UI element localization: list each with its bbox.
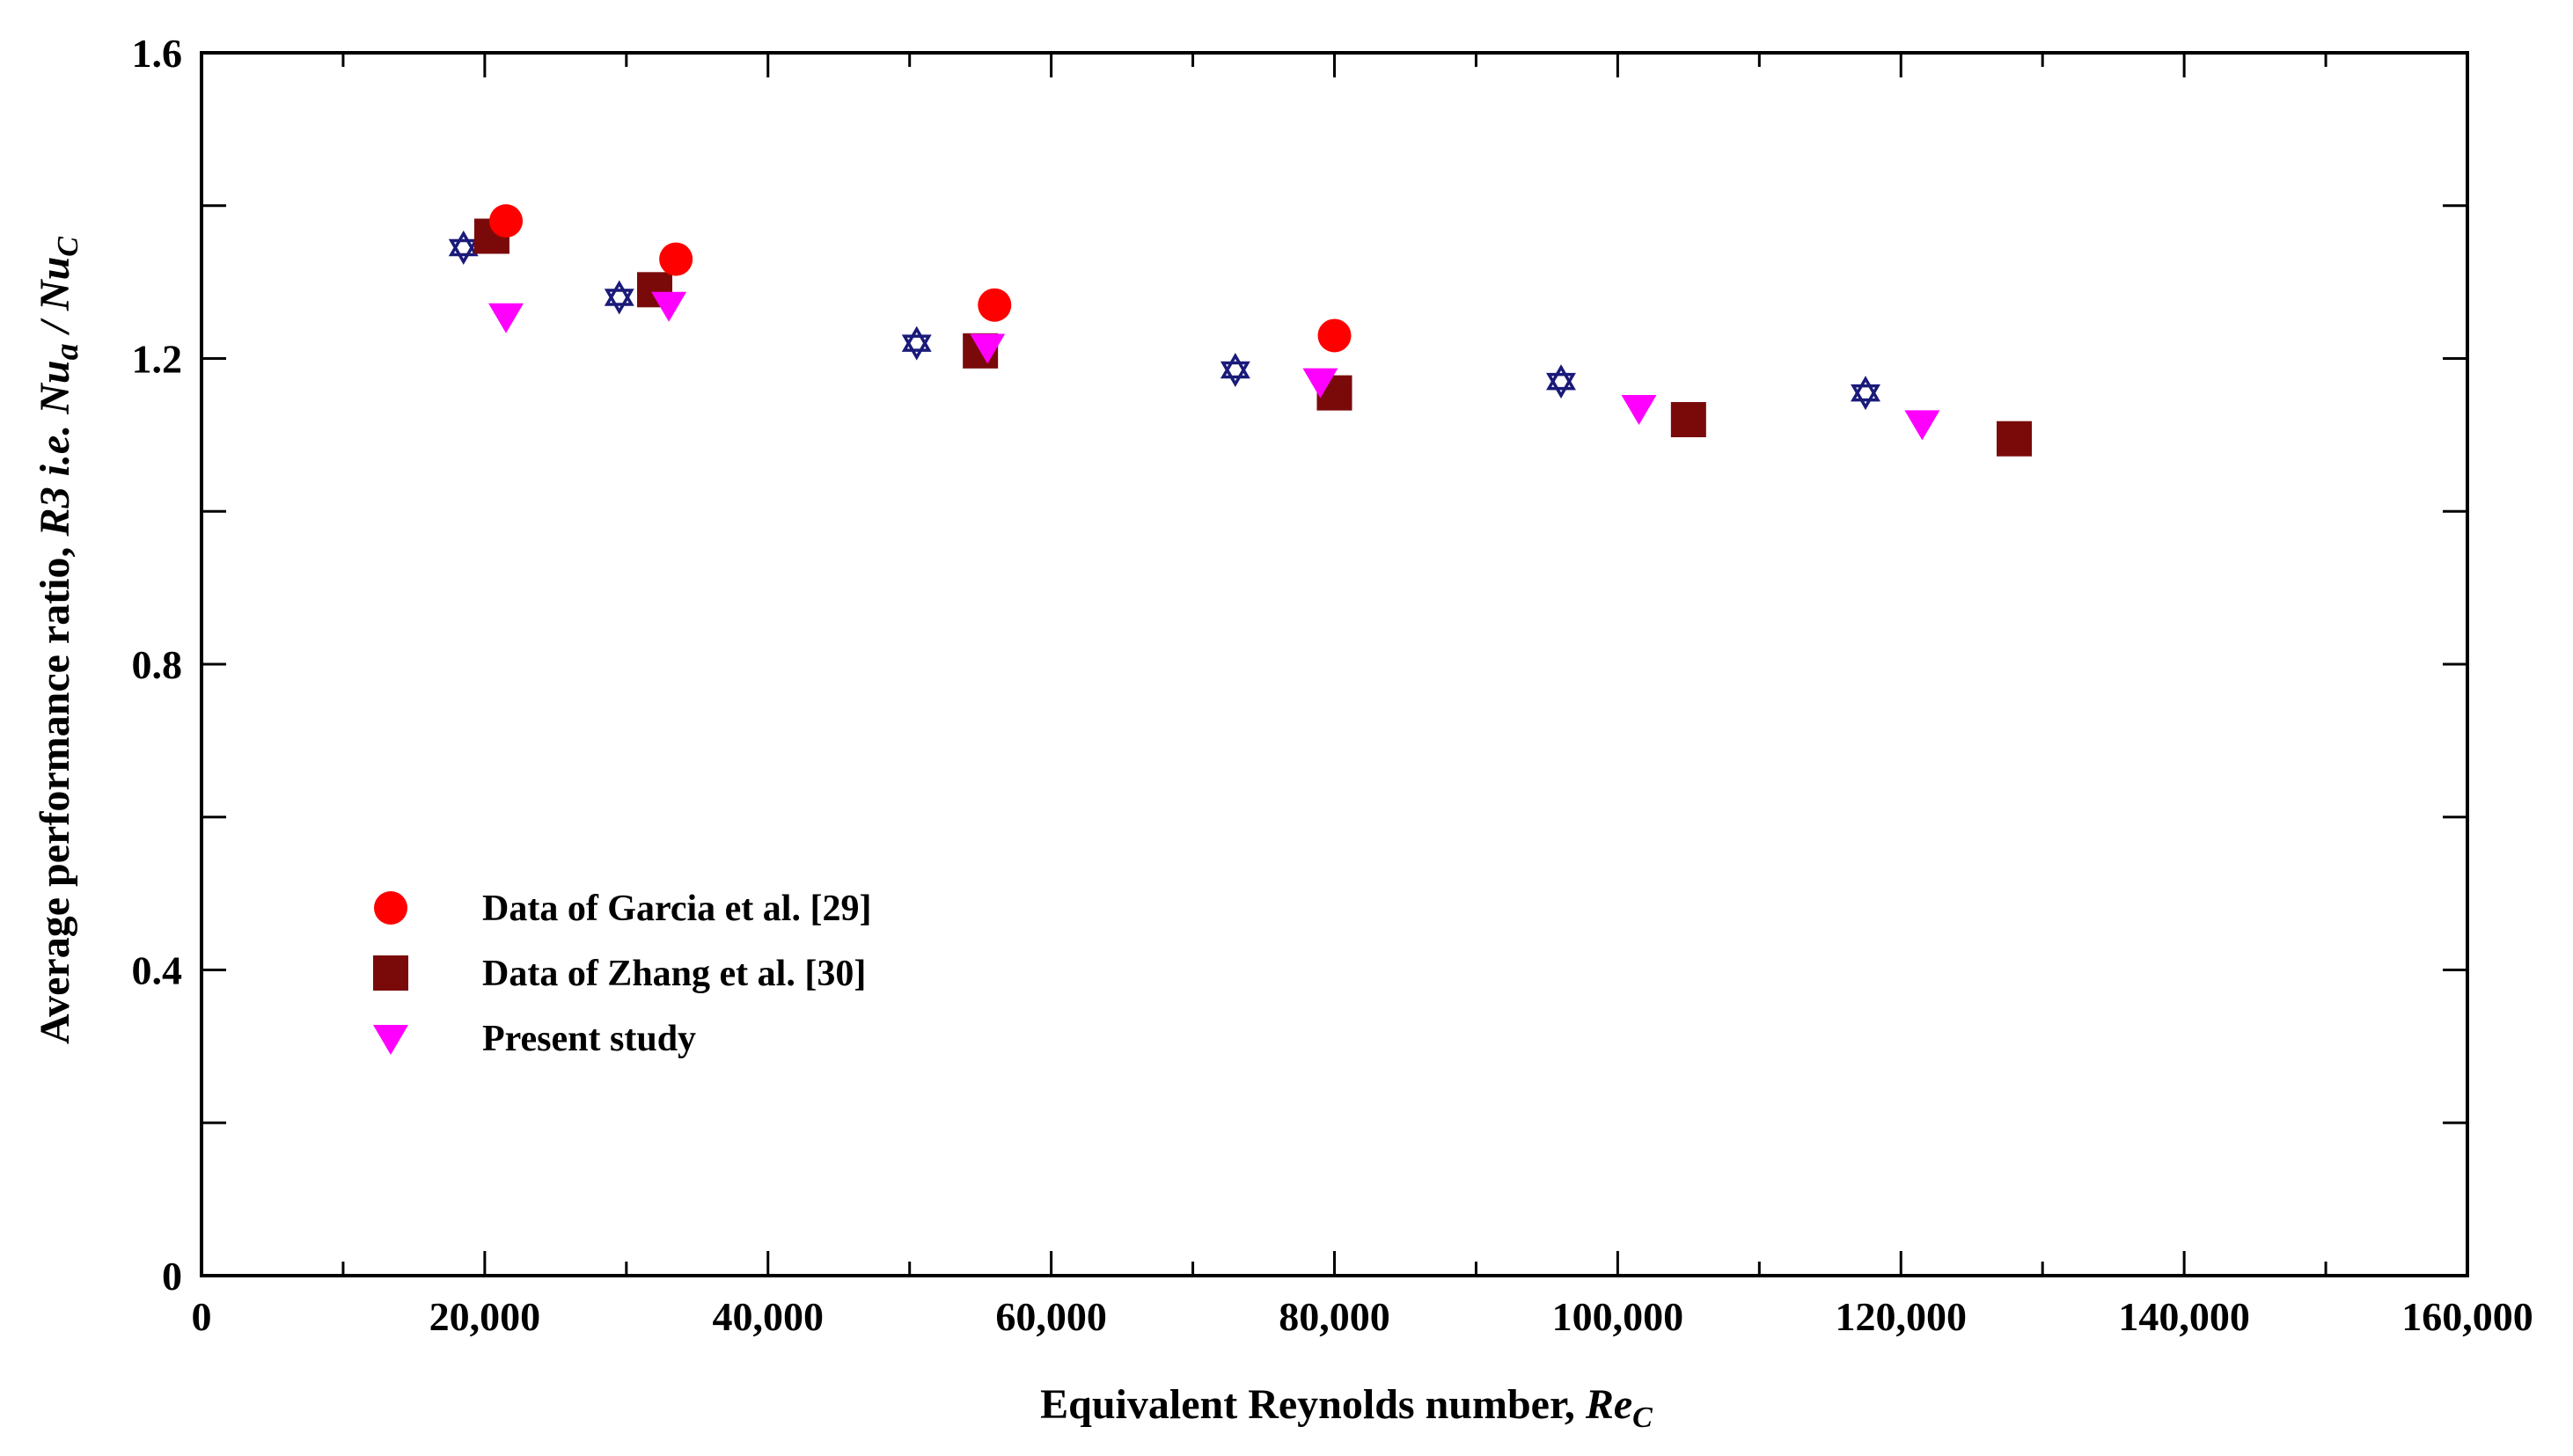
y-tick-label: 1.6 [132,31,183,76]
star-up-triangle [1546,364,1576,391]
y-tick-label: 0 [162,1254,182,1299]
star-down-triangle [1851,384,1880,411]
data-point-triangle-down [1904,410,1940,441]
data-point-star [1220,353,1250,388]
legend-marker-square [373,955,408,991]
x-tick-label: 20,000 [429,1294,541,1339]
star-up-triangle [604,280,634,306]
star-up-triangle [1220,353,1250,379]
x-tick-label: 60,000 [995,1294,1107,1339]
star-down-triangle [448,238,479,266]
data-point-circle [978,288,1012,322]
data-point-star [448,230,479,266]
x-axis-title: Equivalent Reynolds number, ReC [1040,1381,1653,1434]
data-point-star [1546,364,1576,399]
star-down-triangle [604,289,634,315]
data-point-triangle-down [488,303,524,333]
y-tick-label: 0.4 [132,948,183,993]
x-tick-label: 80,000 [1279,1294,1390,1339]
x-tick-label: 100,000 [1552,1294,1684,1339]
y-tick-label: 0.8 [132,642,183,687]
data-point-triangle-down [1302,368,1338,399]
star-up-triangle [901,326,932,352]
data-point-triangle-down [651,291,687,322]
star-down-triangle [1220,361,1250,388]
data-point-circle [1317,318,1352,353]
star-down-triangle [901,334,932,361]
legend-marker-circle [374,891,407,925]
y-tick-label: 1.2 [132,337,183,382]
data-point-triangle-down [1621,394,1657,425]
star-down-triangle [1546,372,1576,399]
data-point-star [901,326,932,361]
x-tick-label: 140,000 [2118,1294,2250,1339]
x-tick-label: 0 [192,1294,212,1339]
data-point-triangle-down [970,333,1006,364]
data-point-star [604,280,634,315]
x-tick-label: 40,000 [713,1294,825,1339]
y-axis-title: Average performance ratio, R3 i.e. Nua /… [32,237,85,1044]
legend-label: Present study [482,1019,696,1059]
data-point-circle [659,242,693,276]
legend-marker-triangle-down [373,1025,408,1055]
star-up-triangle [448,230,479,257]
data-point-circle [489,204,524,238]
legend-label: Data of Zhang et al. [30] [482,954,866,994]
data-point-square [1997,421,2032,457]
x-tick-label: 160,000 [2401,1294,2533,1339]
plot-frame [200,51,2469,1277]
x-tick-label: 120,000 [1836,1294,1968,1339]
star-up-triangle [1851,376,1880,402]
data-point-square [1670,402,1706,437]
legend-label: Data of Garcia et al. [29] [482,889,871,929]
data-point-star [1851,376,1880,411]
